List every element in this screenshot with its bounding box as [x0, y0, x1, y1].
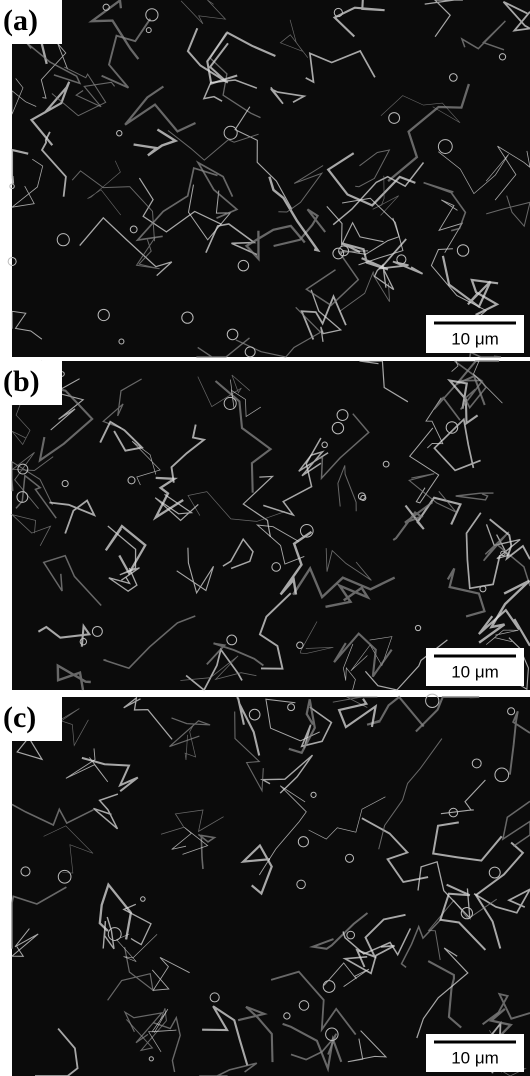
micrograph-panel: (c) 10 μm — [0, 694, 530, 1076]
micrograph-panel: (a) 10 μm — [0, 0, 530, 357]
scale-bar-label: 10 μm — [451, 329, 499, 348]
panel-label: (c) — [3, 701, 36, 734]
scale-bar-label: 10 μm — [451, 662, 499, 681]
panel-label: (b) — [3, 365, 40, 398]
panel-label: (a) — [3, 4, 38, 37]
micrograph-panel: (b) 10 μm — [0, 361, 530, 690]
scale-bar-label: 10 μm — [451, 1048, 499, 1067]
figure: (a) 10 μm (b) 10 μm (c) 10 μm — [0, 0, 530, 1076]
page: (a)10 μm(b)10 μm(c)10 μm (() => { const … — [0, 0, 530, 1076]
